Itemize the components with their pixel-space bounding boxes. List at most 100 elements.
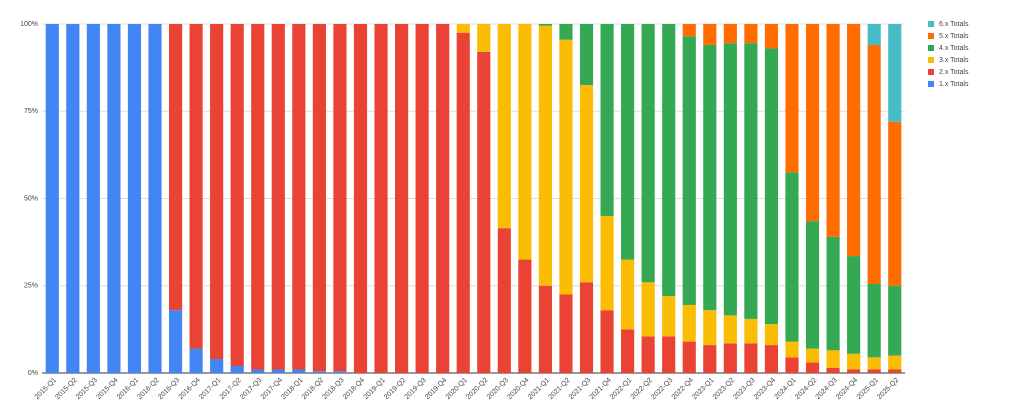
bar-segment <box>579 85 594 283</box>
bar-segment <box>477 24 491 52</box>
bar-segment <box>600 215 614 311</box>
bar-segment <box>723 24 737 44</box>
legend-swatch <box>928 21 934 27</box>
bar-segment <box>230 24 244 367</box>
legend-swatch <box>928 69 934 75</box>
bar-segment <box>271 369 285 373</box>
bar-segment <box>867 24 881 45</box>
bar-segment <box>189 348 203 373</box>
bar-segment <box>682 341 696 373</box>
bar-segment <box>703 24 717 45</box>
bar-segment <box>867 44 881 285</box>
y-tick-label: 50% <box>24 195 38 202</box>
bar-segment <box>333 24 347 372</box>
bar-segment <box>662 336 676 373</box>
bar-segment <box>744 24 758 44</box>
bar-segment <box>497 228 511 373</box>
bar-segment <box>436 24 450 373</box>
bar-segment <box>579 24 594 86</box>
bar-segment <box>45 24 59 373</box>
bar-segment <box>682 304 696 342</box>
bar-segment <box>826 24 840 237</box>
bar-segment <box>764 48 779 325</box>
bar-segment <box>764 24 779 49</box>
bar-segment <box>621 329 635 373</box>
bar-segment <box>333 371 347 373</box>
bar-segment <box>497 24 511 229</box>
bar-segment <box>682 24 696 37</box>
bar-segment <box>312 24 326 372</box>
bar-segment <box>641 282 655 337</box>
bar-segment <box>251 24 265 370</box>
bar-segment <box>66 24 80 373</box>
bar-segment <box>826 350 840 368</box>
legend-label: 1.x Totals <box>939 81 969 88</box>
bar-segment <box>353 24 368 373</box>
bar-segment <box>518 24 532 260</box>
bar-segment <box>847 24 861 257</box>
bar-segment <box>621 259 635 330</box>
bar-segment <box>292 24 306 370</box>
bar-segment <box>559 294 573 373</box>
bar-segment <box>538 24 552 26</box>
bar-segment <box>723 315 737 344</box>
bar-segment <box>703 310 717 346</box>
bar-segment <box>107 24 121 373</box>
bar-segment <box>621 24 635 260</box>
bar-segment <box>805 348 820 363</box>
bar-segment <box>312 371 326 373</box>
bar-segment <box>230 366 244 373</box>
bar-segment <box>888 285 902 356</box>
y-tick-label: 25% <box>24 283 38 290</box>
bar-segment <box>251 369 265 373</box>
legend-label: 3.x Totals <box>939 57 969 64</box>
bar-segment <box>600 310 614 373</box>
bar-segment <box>847 256 861 354</box>
bar-segment <box>127 24 142 373</box>
bar-segment <box>847 369 861 373</box>
legend-swatch <box>928 33 934 39</box>
bar-segment <box>168 310 183 373</box>
bar-segment <box>805 24 820 222</box>
bar-segment <box>456 32 470 373</box>
bar-segment <box>826 236 840 351</box>
bar-segment <box>723 343 737 373</box>
bar-segment <box>292 369 306 373</box>
legend-label: 6.x Totals <box>939 21 969 28</box>
bar-segment <box>641 336 655 373</box>
bar-segment <box>600 24 614 216</box>
bar-segment <box>415 24 429 373</box>
legend-label: 4.x Totals <box>939 45 969 52</box>
bar-segment <box>579 282 594 373</box>
bar-segment <box>888 369 902 373</box>
bar-segment <box>847 353 861 370</box>
bar-segment <box>477 51 491 374</box>
y-tick-label: 75% <box>24 108 38 115</box>
bar-segment <box>867 357 881 370</box>
bar-segment <box>826 367 840 373</box>
bar-segment <box>703 44 717 311</box>
bar-segment <box>744 318 758 344</box>
bar-segment <box>395 24 409 373</box>
bar-segment <box>805 221 820 349</box>
bar-segment <box>662 24 676 297</box>
y-tick-label: 100% <box>20 21 38 28</box>
bar-segment <box>744 43 758 319</box>
bar-segment <box>86 24 100 373</box>
bar-segment <box>744 343 758 373</box>
bar-segment <box>559 39 573 295</box>
bar-segment <box>867 284 881 358</box>
bar-segment <box>456 24 470 33</box>
bar-segment <box>764 324 779 346</box>
bar-segment <box>785 357 799 373</box>
x-tick-label: 2025-Q2 <box>876 377 900 401</box>
bar-segment <box>210 359 224 373</box>
bar-segment <box>682 36 696 305</box>
bar-segment <box>785 24 799 173</box>
bar-segment <box>189 24 203 349</box>
legend-label: 2.x Totals <box>939 69 969 76</box>
bar-segment <box>805 362 820 373</box>
bar-segment <box>662 296 676 337</box>
bar-segment <box>559 24 573 40</box>
